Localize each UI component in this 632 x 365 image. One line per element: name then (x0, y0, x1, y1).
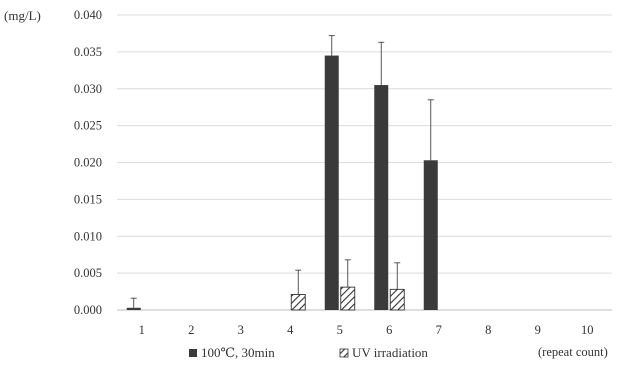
x-tick-label: 6 (386, 323, 392, 337)
y-tick-label: 0.030 (74, 82, 102, 96)
legend-swatch-hatched (339, 348, 349, 358)
bar-uv-irradiation (340, 286, 356, 311)
y-axis-label: (mg/L) (4, 8, 41, 23)
legend-label-series-2: UV irradiation (352, 345, 428, 360)
bars (126, 55, 438, 311)
x-tick-label: 1 (139, 323, 145, 337)
legend-swatch-solid (189, 349, 197, 357)
gridlines (117, 14, 612, 311)
x-tick-label: 3 (238, 323, 244, 337)
bar-100c-30min (324, 55, 339, 310)
error-bars (130, 35, 434, 308)
y-tick-label: 0.020 (74, 156, 102, 170)
y-tick-label: 0.005 (74, 266, 102, 280)
y-axis-ticks: 0.000 0.005 0.010 0.015 0.020 0.025 0.030 0.035… (74, 8, 102, 317)
bar-uv-irradiation (290, 294, 306, 311)
x-tick-label: 4 (287, 323, 294, 337)
bar-uv-irradiation (389, 288, 405, 311)
bar-100c-30min (423, 160, 438, 310)
y-tick-label: 0.035 (74, 45, 102, 59)
y-tick-label: 0.010 (74, 229, 102, 243)
y-tick-label: 0.015 (74, 192, 102, 206)
x-tick-label: 10 (581, 323, 594, 337)
x-tick-label: 2 (188, 323, 194, 337)
bar-100c-30min (126, 307, 141, 310)
bar-100c-30min (374, 85, 389, 310)
legend-label-series-1: 100℃, 30min (201, 345, 275, 360)
legend: 100℃, 30min UV irradiation (189, 345, 428, 360)
x-axis-ticks: 1 2 3 4 5 6 7 8 9 10 (139, 323, 594, 337)
y-tick-label: 0.000 (74, 303, 102, 317)
x-tick-label: 5 (337, 323, 343, 337)
x-tick-label: 9 (535, 323, 541, 337)
x-tick-label: 8 (485, 323, 491, 337)
x-axis-label: (repeat count) (538, 345, 608, 359)
x-tick-label: 7 (436, 323, 442, 337)
y-tick-label: 0.040 (74, 8, 102, 22)
y-tick-label: 0.025 (74, 119, 102, 133)
